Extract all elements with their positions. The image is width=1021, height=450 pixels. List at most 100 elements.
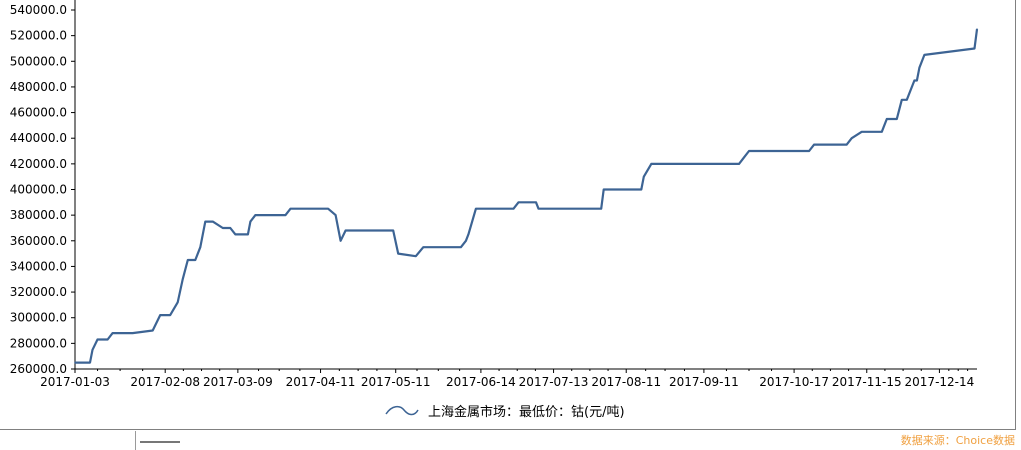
data-point (194, 259, 197, 261)
y-tick-label: 480000.0 (10, 80, 67, 94)
x-tick-label: 2017-02-08 (130, 375, 200, 389)
y-tick-label: 540000.0 (10, 3, 67, 17)
data-point (976, 28, 978, 31)
data-point (913, 79, 916, 82)
y-tick-label: 460000.0 (10, 106, 67, 120)
data-point (881, 131, 883, 133)
data-point (602, 188, 605, 191)
data-point (91, 349, 94, 351)
data-point (916, 79, 918, 82)
data-point (249, 220, 252, 223)
x-tick-label: 2017-11-15 (832, 375, 902, 389)
data-point (600, 207, 602, 210)
x-tick-label: 2017-09-11 (669, 375, 739, 389)
data-point (748, 150, 750, 152)
y-tick-label: 280000.0 (10, 336, 67, 350)
data-point (169, 314, 171, 316)
data-point (743, 156, 745, 159)
data-point (74, 361, 76, 364)
data-point (467, 233, 470, 236)
data-point (537, 207, 540, 210)
data-point (923, 54, 926, 56)
data-point (460, 246, 462, 248)
data-point (643, 175, 645, 178)
data-point (392, 229, 395, 232)
legend-line-swatch (385, 405, 419, 416)
x-tick-label: 2017-06-14 (446, 375, 516, 389)
data-point (204, 220, 207, 223)
data-point (650, 163, 653, 165)
data-point (738, 163, 740, 165)
data-point (96, 338, 99, 341)
data-point (973, 47, 976, 50)
data-point (512, 207, 515, 210)
x-axis: 2017-01-03 2017-02-08 2017-03-09 2017-04-11… (40, 368, 977, 389)
x-tick-label: 2017-10-17 (759, 375, 829, 389)
legend-label: 上海金属市场：最低价：钴(元/吨) (428, 404, 625, 420)
data-point (187, 259, 189, 261)
data-point (289, 207, 292, 210)
data-point (254, 214, 257, 216)
data-point (181, 278, 184, 281)
data-point (176, 301, 179, 304)
data-point (106, 338, 109, 341)
data-point (535, 201, 537, 204)
y-tick-label: 400000.0 (10, 183, 67, 197)
x-tick-label: 2017-05-11 (361, 375, 431, 389)
y-tick-label: 360000.0 (10, 234, 67, 248)
x-tick-label: 2017-12-14 (905, 375, 975, 389)
data-point (906, 99, 908, 101)
data-point (397, 252, 400, 255)
data-point (229, 227, 232, 229)
data-point (475, 207, 477, 210)
data-point (131, 332, 134, 334)
y-axis: 540000.0 520000.0 500000.0 480000.0 460000.0… (10, 0, 76, 376)
data-point (813, 143, 815, 146)
y-tick-label: 300000.0 (10, 311, 67, 325)
data-point (808, 150, 810, 152)
data-point (111, 332, 114, 334)
data-point (327, 207, 329, 210)
y-tick-label: 420000.0 (10, 157, 67, 171)
data-point (850, 137, 853, 139)
x-tick-label: 2017-04-11 (286, 375, 356, 389)
data-point (339, 240, 342, 242)
x-tick-label: 2017-01-03 (40, 375, 110, 389)
data-point (159, 314, 161, 316)
data-point (199, 246, 202, 248)
data-point (901, 99, 903, 101)
data-point (234, 233, 237, 236)
data-point (886, 118, 888, 120)
divider (135, 431, 136, 450)
data-point (247, 233, 249, 236)
chart-frame (0, 0, 1016, 430)
data-point (422, 246, 425, 248)
data-point (918, 66, 921, 69)
stub (140, 441, 180, 443)
data-point (517, 201, 520, 204)
source-label: 数据来源：Choice数据 (900, 434, 1015, 447)
data-point (89, 361, 91, 364)
chart: 540000.0 520000.0 500000.0 480000.0 460000.0… (10, 0, 979, 420)
plot-area (74, 28, 979, 364)
x-tick-label: 2017-07-13 (519, 375, 589, 389)
y-tick-label: 520000.0 (10, 29, 67, 43)
data-point (284, 214, 287, 216)
data-point (334, 214, 337, 216)
data-point (896, 118, 898, 120)
y-tick-label: 340000.0 (10, 259, 67, 273)
data-point (415, 255, 417, 257)
data-point (344, 229, 347, 232)
series-line-0 (75, 29, 979, 364)
y-tick-label: 500000.0 (10, 54, 67, 68)
bottom-strip (0, 431, 1016, 450)
legend: 上海金属市场：最低价：钴(元/吨) (385, 404, 625, 420)
y-tick-label: 440000.0 (10, 131, 67, 145)
x-tick-label: 2017-03-09 (203, 375, 273, 389)
y-tick-label: 260000.0 (10, 362, 67, 376)
data-point (465, 240, 467, 242)
data-point (151, 329, 154, 332)
data-point (212, 220, 214, 223)
x-tick-label: 2017-08-11 (591, 375, 661, 389)
data-point (222, 227, 224, 229)
